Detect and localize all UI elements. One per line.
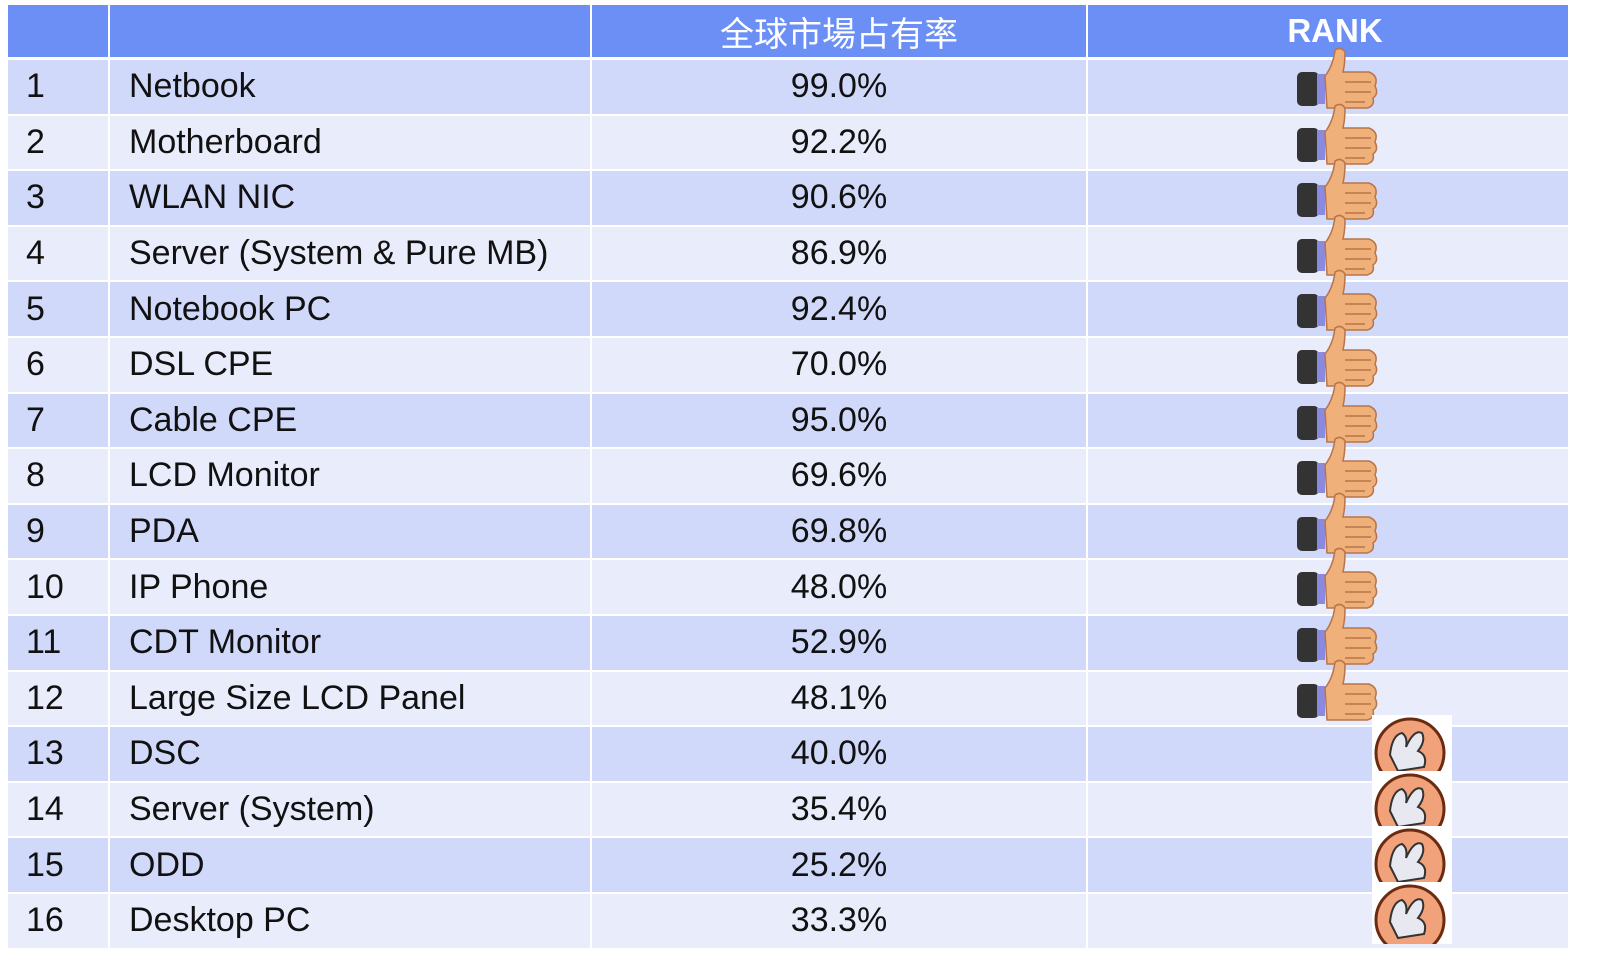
rank-cell (1088, 727, 1568, 781)
hand-icon (1372, 882, 1452, 944)
row-number: 7 (8, 394, 108, 448)
row-share: 99.0% (592, 60, 1086, 114)
row-share: 48.1% (592, 672, 1086, 726)
row-number: 2 (8, 116, 108, 170)
row-number: 8 (8, 449, 108, 503)
row-share: 69.8% (592, 505, 1086, 559)
row-number: 11 (8, 616, 108, 670)
rank-cell (1088, 838, 1568, 892)
hand-icon (1372, 826, 1452, 888)
row-number: 9 (8, 505, 108, 559)
row-name: Netbook (110, 60, 590, 114)
row-share: 25.2% (592, 838, 1086, 892)
row-share: 70.0% (592, 338, 1086, 392)
thumbs-up-icon (1293, 658, 1383, 728)
row-name: IP Phone (110, 560, 590, 614)
hand-icon (1372, 771, 1452, 833)
row-number: 5 (8, 282, 108, 336)
row-share: 86.9% (592, 227, 1086, 281)
row-number: 6 (8, 338, 108, 392)
row-name: DSC (110, 727, 590, 781)
rank-cell (1088, 894, 1568, 948)
row-number: 3 (8, 171, 108, 225)
row-number: 13 (8, 727, 108, 781)
row-name: LCD Monitor (110, 449, 590, 503)
row-number: 14 (8, 783, 108, 837)
row-name: DSL CPE (110, 338, 590, 392)
row-name: CDT Monitor (110, 616, 590, 670)
row-share: 40.0% (592, 727, 1086, 781)
header-cell (8, 5, 108, 57)
header-cell: 全球市場占有率 (592, 5, 1086, 57)
row-name: ODD (110, 838, 590, 892)
row-number: 4 (8, 227, 108, 281)
row-name: PDA (110, 505, 590, 559)
row-name: Cable CPE (110, 394, 590, 448)
row-share: 92.2% (592, 116, 1086, 170)
row-share: 92.4% (592, 282, 1086, 336)
header-cell (110, 5, 590, 57)
row-number: 10 (8, 560, 108, 614)
row-share: 52.9% (592, 616, 1086, 670)
row-number: 1 (8, 60, 108, 114)
row-name: WLAN NIC (110, 171, 590, 225)
row-name: Motherboard (110, 116, 590, 170)
row-name: Notebook PC (110, 282, 590, 336)
row-number: 12 (8, 672, 108, 726)
page: 全球市場占有率RANK1Netbook99.0%2Motherboard92.2… (0, 0, 1612, 979)
row-name: Desktop PC (110, 894, 590, 948)
row-share: 69.6% (592, 449, 1086, 503)
row-name: Server (System & Pure MB) (110, 227, 590, 281)
row-share: 48.0% (592, 560, 1086, 614)
row-share: 90.6% (592, 171, 1086, 225)
row-name: Large Size LCD Panel (110, 672, 590, 726)
rank-cell (1088, 783, 1568, 837)
row-share: 33.3% (592, 894, 1086, 948)
hand-icon (1372, 715, 1452, 777)
row-name: Server (System) (110, 783, 590, 837)
row-number: 15 (8, 838, 108, 892)
row-share: 35.4% (592, 783, 1086, 837)
row-number: 16 (8, 894, 108, 948)
row-share: 95.0% (592, 394, 1086, 448)
